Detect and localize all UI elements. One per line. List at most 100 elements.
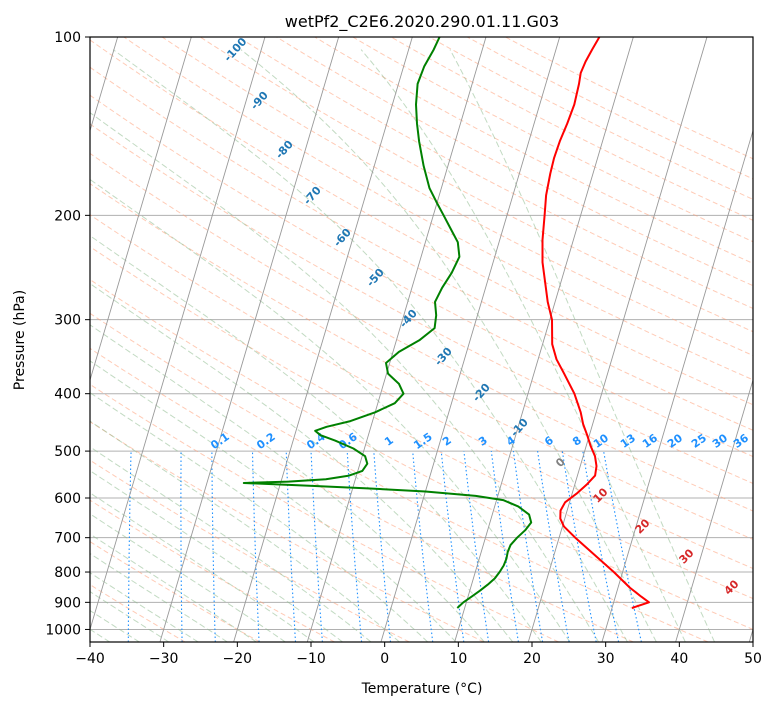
moist-adiabat-line (90, 324, 485, 642)
y-tick-label: 400 (54, 387, 81, 403)
moist-adiabat-label: 0 (553, 455, 568, 470)
dry-adiabat-line (161, 37, 753, 357)
mixing-ratio-line (412, 451, 434, 642)
mixing-ratio-line (285, 451, 297, 642)
mixing-ratio-line (603, 451, 642, 642)
y-tick-label: 700 (54, 531, 81, 547)
moist-adiabat-line (112, 49, 628, 642)
mixing-ratio-line (512, 451, 544, 642)
x-tick-label: −30 (149, 651, 179, 667)
moist-adiabat-label: 20 (633, 516, 653, 536)
mixing-ratio-label: 0.2 (254, 430, 277, 452)
moist-adiabat-line (90, 392, 429, 642)
dry-adiabat-line (90, 541, 261, 642)
dry-adiabat-label: -80 (273, 138, 296, 162)
mixing-ratio-line (537, 451, 570, 642)
mixing-ratio-label: 25 (689, 431, 709, 450)
mixing-ratio-label: 0.6 (336, 430, 360, 452)
chart-title: wetPf2_C2E6.2020.290.01.11.G03 (285, 12, 559, 32)
y-tick-label: 200 (54, 208, 81, 224)
dry-adiabat-label: -30 (432, 345, 455, 369)
y-tick-label: 900 (54, 595, 81, 611)
dry-adiabat-line (90, 421, 485, 642)
dry-adiabat-line (238, 37, 753, 309)
y-tick-label: 1000 (45, 622, 81, 638)
dry-adiabat-line (90, 66, 753, 431)
moist-adiabat-line (90, 282, 514, 642)
moist-adiabat-line (90, 446, 372, 642)
isotherm-line (454, 37, 634, 642)
mixing-ratio-label: 10 (591, 431, 611, 451)
mixing-ratio-label: 0.1 (208, 430, 231, 452)
dry-adiabat-line (505, 37, 753, 160)
isotherm-line (527, 37, 708, 642)
dry-adiabat-line (90, 459, 410, 642)
mixing-ratio-label: 1.5 (411, 430, 434, 452)
mixing-ratio-label: 20 (665, 431, 685, 451)
mixing-ratio-line (463, 451, 490, 642)
moist-adiabat-line (90, 492, 315, 642)
mixing-ratio-label: 1 (382, 434, 396, 449)
x-tick-label: −20 (223, 651, 253, 667)
dry-adiabat-line (90, 123, 753, 484)
isotherm-line (380, 37, 561, 642)
mixing-ratio-line (346, 451, 363, 642)
moist-adiabat-line (90, 572, 199, 642)
moist-adiabat-label: 40 (722, 577, 742, 597)
y-tick-label: 500 (54, 444, 81, 460)
dry-adiabat-line (276, 37, 753, 287)
mixing-ratio-label: 30 (710, 431, 730, 451)
x-tick-label: 50 (744, 651, 762, 667)
dry-adiabat-line (390, 37, 753, 221)
mixing-ratio-line (180, 451, 183, 642)
isotherm-line (306, 37, 487, 642)
mixing-ratio-line (440, 451, 465, 642)
dry-adiabat-line (90, 94, 753, 458)
mixing-ratio-label: 0.4 (304, 430, 328, 452)
moist-adiabat-line (90, 235, 542, 642)
sounding-line-1 (541, 37, 650, 609)
dry-adiabat-line (467, 37, 753, 180)
x-axis: −40 −30 −20 −10 0 10 20 30 40 50 (75, 642, 762, 667)
mixing-ratio-line (127, 451, 132, 642)
plot-area: -100-90-80-70-60-50-40-30-20-100.1 0.2 0.4… (90, 37, 753, 642)
x-tick-label: 30 (597, 651, 615, 667)
y-axis: 100 200 300 400 500 600 700 800 900 1000 (45, 30, 90, 638)
moist-adiabat-line (90, 513, 286, 642)
isotherm-line (159, 37, 340, 642)
y-axis-title: Pressure (hPa) (12, 290, 28, 390)
moist-adiabat-line (360, 49, 686, 642)
y-tick-label: 800 (54, 565, 81, 581)
x-tick-label: 20 (523, 651, 541, 667)
mixing-ratio-line (490, 451, 519, 642)
dry-adiabat-line (90, 312, 709, 642)
dry-adiabat-label: -90 (248, 89, 271, 113)
mixing-ratio-label: 36 (731, 431, 751, 451)
reference-line-labels: -100-90-80-70-60-50-40-30-20-100.1 0.2 0.4… (208, 37, 751, 598)
moist-adiabats (90, 49, 716, 642)
moist-adiabat-line (90, 533, 257, 642)
mixing-ratio-label: 8 (570, 434, 584, 449)
moist-adiabat-line (90, 591, 170, 642)
mixing-ratio-line (373, 451, 392, 642)
x-tick-label: 0 (380, 651, 389, 667)
x-tick-label: −40 (75, 651, 105, 667)
moist-adiabat-line (90, 360, 457, 642)
sounding-series (242, 37, 650, 609)
mixing-ratio-line (251, 451, 260, 642)
dry-adiabat-line (199, 37, 753, 333)
x-tick-label: −10 (296, 651, 326, 667)
moist-adiabat-line (90, 178, 571, 642)
sounding-line-2 (242, 37, 533, 609)
dry-adiabat-line (90, 383, 559, 642)
moist-adiabat-line (240, 49, 657, 642)
x-tick-label: 10 (449, 651, 467, 667)
y-tick-label: 600 (54, 491, 81, 507)
y-tick-label: 100 (54, 30, 81, 46)
mixing-ratio-label: 2 (440, 434, 454, 449)
x-tick-label: 40 (670, 651, 688, 667)
y-tick-label: 300 (54, 313, 81, 329)
moist-adiabat-line (90, 470, 343, 642)
mixing-ratio-line (211, 451, 216, 642)
